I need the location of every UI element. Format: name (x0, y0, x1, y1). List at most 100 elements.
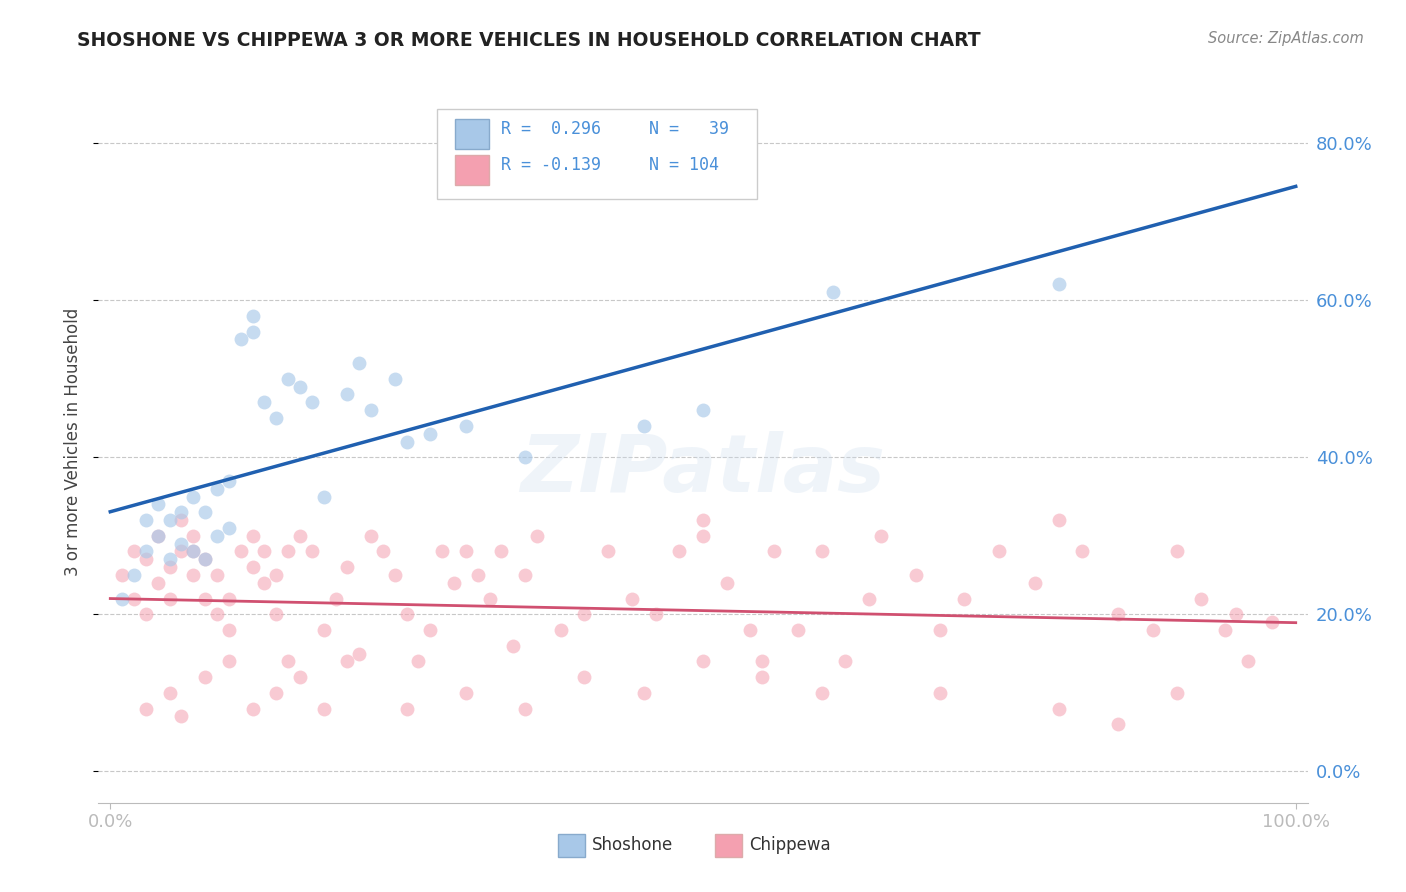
Point (336, 655, 359, 669)
Point (135, 552, 157, 566)
Point (170, 513, 193, 527)
Point (146, 575, 169, 590)
Point (858, 591, 880, 606)
FancyBboxPatch shape (437, 109, 758, 200)
Point (288, 529, 311, 543)
Point (823, 285, 845, 300)
Point (264, 607, 287, 622)
Point (181, 529, 204, 543)
Point (988, 544, 1011, 558)
Bar (456, 154, 489, 185)
Point (786, 623, 808, 637)
Point (454, 544, 477, 558)
Point (194, 552, 217, 566)
Bar (716, 834, 742, 857)
Point (716, 575, 738, 590)
Point (550, 623, 572, 637)
Point (1107, 607, 1129, 622)
Bar (456, 119, 489, 149)
Point (277, 372, 299, 386)
Point (515, 450, 537, 465)
Point (1071, 544, 1094, 558)
Point (111, 591, 134, 606)
Bar (558, 834, 585, 857)
Point (1142, 623, 1164, 637)
Point (1189, 591, 1212, 606)
Point (347, 647, 370, 661)
Point (135, 513, 157, 527)
Point (242, 560, 264, 574)
Point (1213, 623, 1236, 637)
Text: N = 104: N = 104 (648, 156, 718, 174)
Point (432, 544, 454, 558)
Point (242, 701, 264, 715)
Point (170, 536, 193, 550)
Point (740, 623, 762, 637)
Point (929, 686, 952, 700)
Point (454, 686, 477, 700)
Point (1166, 686, 1188, 700)
Text: N =   39: N = 39 (648, 120, 728, 137)
Point (218, 521, 240, 535)
Point (301, 395, 323, 409)
Point (253, 575, 276, 590)
Point (574, 607, 596, 622)
Point (360, 403, 382, 417)
Point (159, 591, 181, 606)
Point (181, 544, 204, 558)
Point (122, 568, 145, 582)
Point (146, 497, 169, 511)
Point (620, 591, 643, 606)
Point (312, 490, 335, 504)
Point (454, 418, 477, 433)
Point (205, 607, 228, 622)
Point (515, 701, 537, 715)
Point (419, 623, 441, 637)
Point (869, 529, 891, 543)
Point (159, 552, 181, 566)
Point (478, 591, 501, 606)
Point (929, 623, 952, 637)
Point (419, 426, 441, 441)
Point (205, 529, 228, 543)
Point (159, 560, 181, 574)
Point (395, 607, 418, 622)
Point (288, 379, 311, 393)
Point (218, 655, 240, 669)
Point (288, 670, 311, 684)
Point (692, 513, 714, 527)
Point (253, 544, 276, 558)
Point (751, 670, 773, 684)
Point (264, 568, 287, 582)
Point (668, 544, 690, 558)
Point (692, 529, 714, 543)
Point (264, 411, 287, 425)
Point (1047, 701, 1070, 715)
Point (371, 544, 394, 558)
Point (952, 591, 974, 606)
Point (1024, 575, 1046, 590)
Point (301, 544, 323, 558)
Point (905, 568, 928, 582)
Point (229, 333, 252, 347)
Point (146, 529, 169, 543)
Point (218, 623, 240, 637)
Point (242, 309, 264, 323)
Point (312, 623, 335, 637)
Point (692, 655, 714, 669)
Point (181, 568, 204, 582)
Point (1225, 607, 1247, 622)
Point (763, 544, 786, 558)
Point (122, 544, 145, 558)
Point (574, 670, 596, 684)
Point (360, 529, 382, 543)
Point (242, 529, 264, 543)
Point (515, 568, 537, 582)
Point (491, 544, 513, 558)
Point (1047, 513, 1070, 527)
Point (502, 639, 524, 653)
Y-axis label: 3 or more Vehicles in Household: 3 or more Vehicles in Household (65, 308, 83, 575)
Point (810, 686, 832, 700)
Point (1107, 717, 1129, 731)
Text: Chippewa: Chippewa (749, 837, 831, 855)
